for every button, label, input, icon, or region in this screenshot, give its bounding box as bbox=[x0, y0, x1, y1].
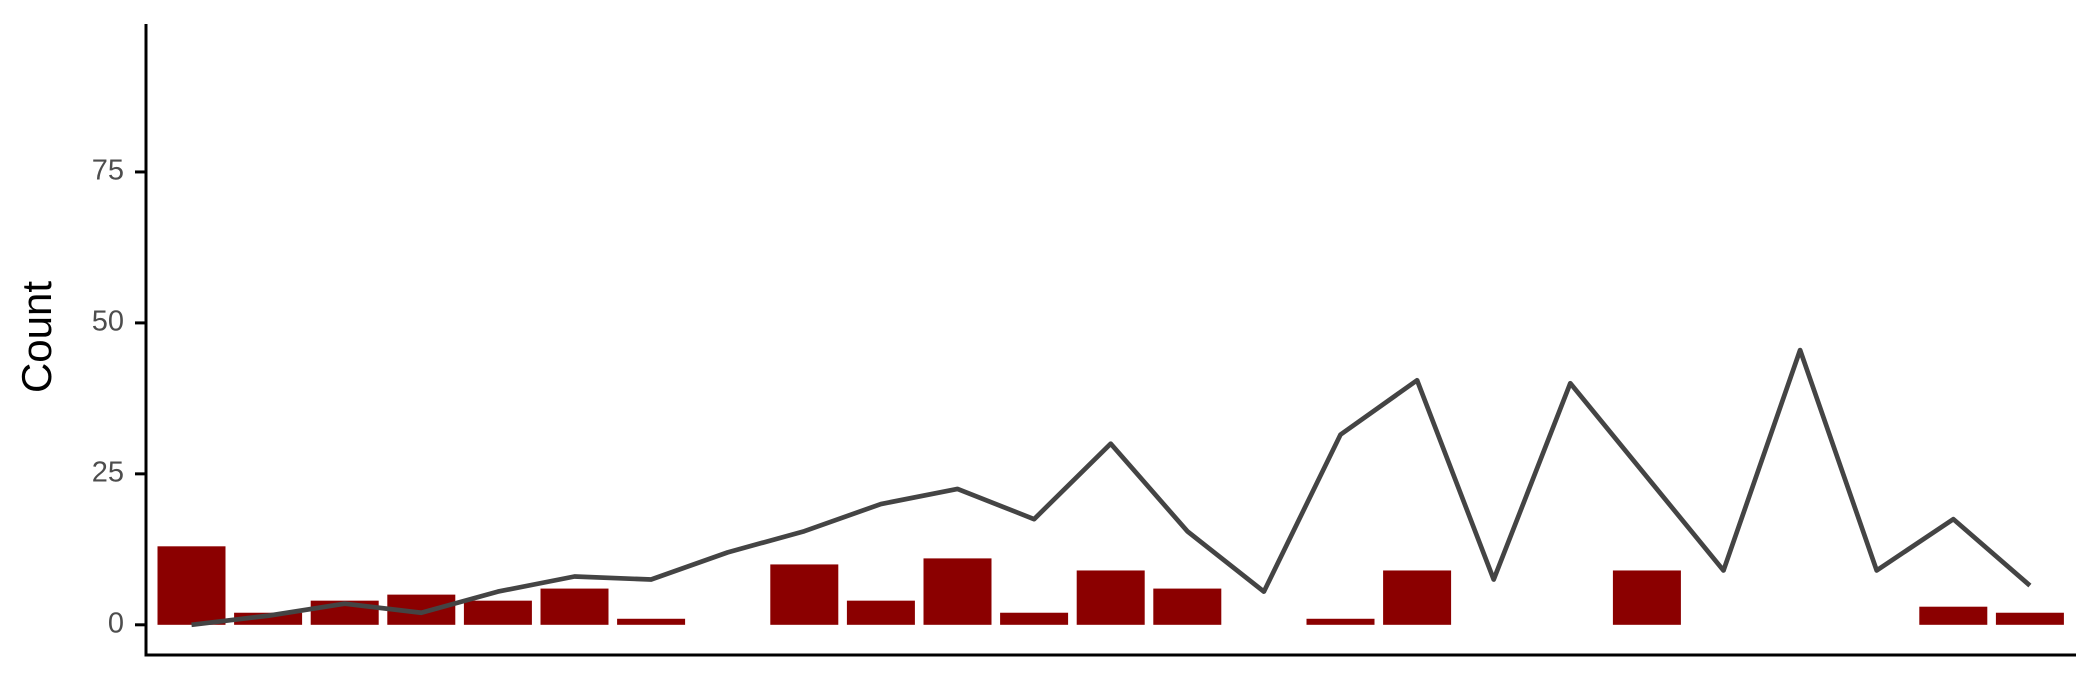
bar bbox=[1153, 588, 1222, 625]
bar bbox=[1000, 612, 1069, 625]
bar bbox=[1076, 570, 1145, 625]
bar bbox=[770, 564, 839, 625]
y-tick-label: 75 bbox=[92, 155, 124, 187]
bar bbox=[1383, 570, 1452, 625]
bar bbox=[1995, 612, 2064, 625]
bar bbox=[617, 618, 686, 625]
y-axis-label: Count bbox=[13, 281, 60, 393]
bar bbox=[157, 546, 226, 625]
bar bbox=[1612, 570, 1681, 625]
bar bbox=[540, 588, 609, 625]
bar bbox=[846, 600, 915, 625]
bar bbox=[923, 558, 992, 625]
bar bbox=[463, 600, 532, 625]
bar bbox=[1306, 618, 1375, 625]
y-tick-label: 50 bbox=[92, 306, 124, 338]
y-tick-label: 0 bbox=[108, 607, 124, 639]
line bbox=[191, 347, 2032, 628]
y-tick-label: 25 bbox=[92, 457, 124, 489]
bar bbox=[1919, 606, 1988, 625]
